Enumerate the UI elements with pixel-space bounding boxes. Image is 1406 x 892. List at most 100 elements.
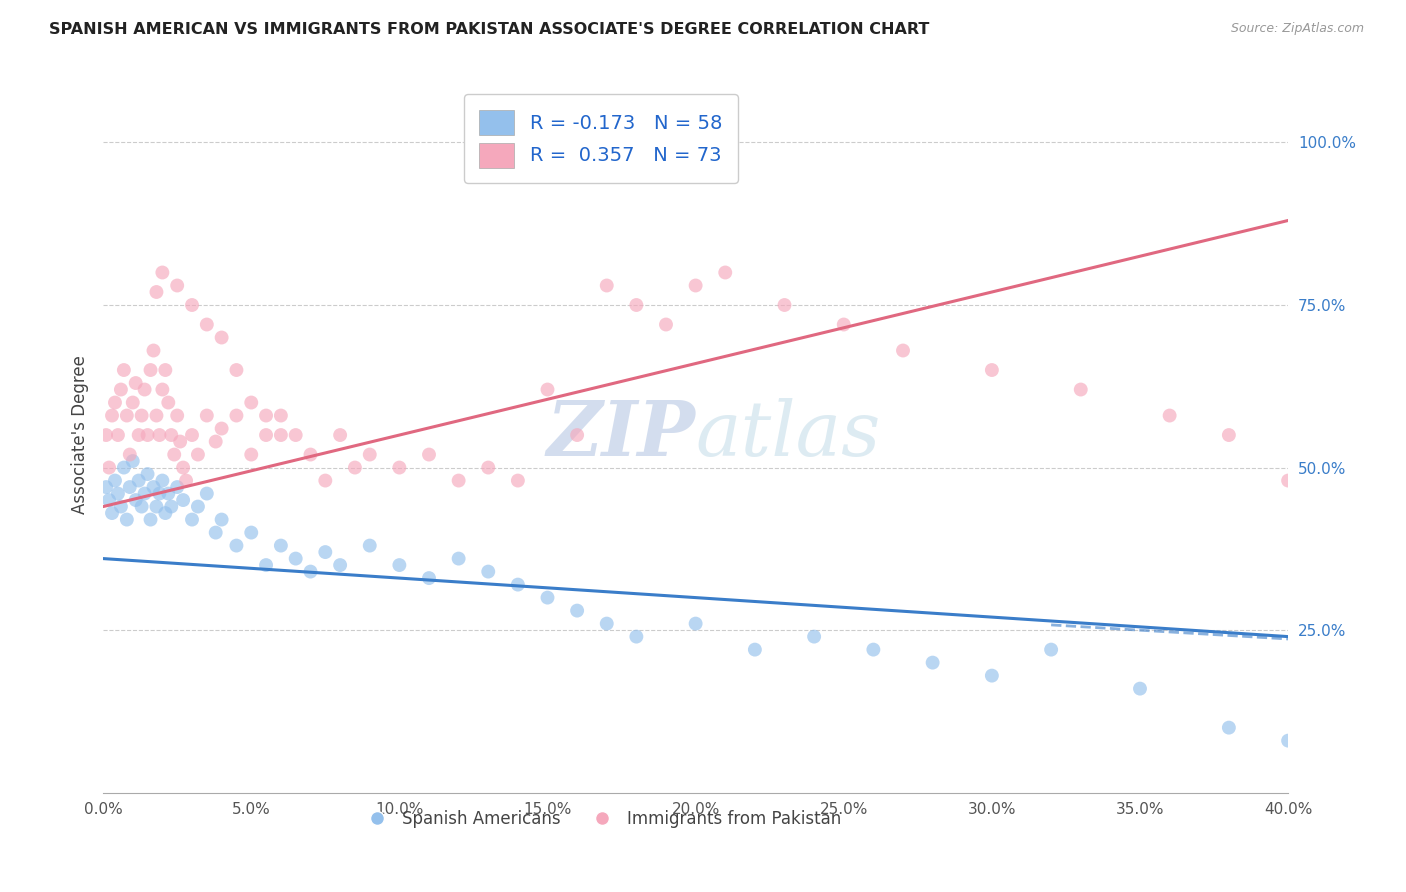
Point (343, 460, 366, 475)
Point (112, 460, 135, 475)
Point (160, 500, 183, 514)
Point (148, 486, 170, 500)
Point (359, 448, 381, 462)
Point (150, 474, 173, 488)
Point (270, 428, 292, 442)
Point (187, 448, 209, 462)
Point (139, 512, 162, 526)
Point (181, 428, 204, 442)
Point (685, 278, 707, 293)
Point (150, 383, 173, 397)
Point (477, 565, 499, 579)
Point (314, 474, 336, 488)
Point (1159, 409, 1181, 423)
Point (536, 383, 558, 397)
Text: SPANISH AMERICAN VS IMMIGRANTS FROM PAKISTAN ASSOCIATE'S DEGREE CORRELATION CHAR: SPANISH AMERICAN VS IMMIGRANTS FROM PAKI… (49, 22, 929, 37)
Point (148, 428, 170, 442)
Point (240, 448, 263, 462)
Point (101, 409, 124, 423)
Point (125, 493, 148, 508)
Point (187, 500, 209, 514)
Point (98, 460, 121, 475)
Point (744, 642, 766, 657)
Point (104, 395, 127, 409)
Point (94, 428, 117, 442)
Point (134, 383, 156, 397)
Point (142, 343, 165, 358)
Point (685, 616, 707, 631)
Point (195, 318, 218, 332)
Point (240, 525, 263, 540)
Point (136, 467, 159, 481)
Legend: Spanish Americans, Immigrants from Pakistan: Spanish Americans, Immigrants from Pakis… (353, 803, 848, 834)
Point (166, 480, 188, 494)
Point (145, 500, 167, 514)
Point (565, 428, 588, 442)
Point (128, 474, 150, 488)
Point (270, 539, 292, 553)
Point (204, 525, 226, 540)
Point (211, 330, 233, 344)
Point (131, 500, 153, 514)
Point (157, 486, 180, 500)
Point (388, 460, 411, 475)
Point (714, 265, 737, 279)
Point (181, 298, 204, 312)
Point (536, 591, 558, 605)
Text: atlas: atlas (696, 398, 882, 472)
Point (626, 630, 648, 644)
Point (506, 474, 529, 488)
Point (118, 448, 141, 462)
Point (112, 363, 135, 377)
Point (155, 506, 177, 520)
Point (626, 298, 648, 312)
Point (104, 474, 127, 488)
Point (832, 318, 855, 332)
Point (225, 539, 247, 553)
Point (142, 480, 165, 494)
Point (121, 454, 143, 468)
Point (1070, 383, 1092, 397)
Point (225, 363, 247, 377)
Point (94, 480, 117, 494)
Point (125, 376, 148, 390)
Point (225, 409, 247, 423)
Point (254, 558, 277, 573)
Point (418, 571, 440, 585)
Point (150, 265, 173, 279)
Point (477, 460, 499, 475)
Point (314, 545, 336, 559)
Point (195, 486, 218, 500)
Point (773, 298, 796, 312)
Point (195, 409, 218, 423)
Point (121, 395, 143, 409)
Point (1218, 721, 1240, 735)
Point (1277, 474, 1299, 488)
Point (1277, 733, 1299, 747)
Point (115, 409, 138, 423)
Point (1129, 681, 1152, 696)
Point (329, 428, 352, 442)
Point (980, 668, 1002, 682)
Point (240, 395, 263, 409)
Point (139, 363, 162, 377)
Y-axis label: Associate's Degree: Associate's Degree (72, 356, 89, 515)
Point (596, 278, 619, 293)
Point (359, 539, 381, 553)
Point (166, 278, 188, 293)
Point (160, 428, 183, 442)
Point (329, 558, 352, 573)
Point (98, 493, 121, 508)
Point (506, 577, 529, 591)
Point (284, 428, 307, 442)
Point (155, 363, 177, 377)
Point (270, 409, 292, 423)
Point (169, 434, 191, 449)
Point (145, 285, 167, 299)
Point (980, 363, 1002, 377)
Point (211, 421, 233, 435)
Point (145, 409, 167, 423)
Point (107, 486, 129, 500)
Point (163, 448, 186, 462)
Point (118, 480, 141, 494)
